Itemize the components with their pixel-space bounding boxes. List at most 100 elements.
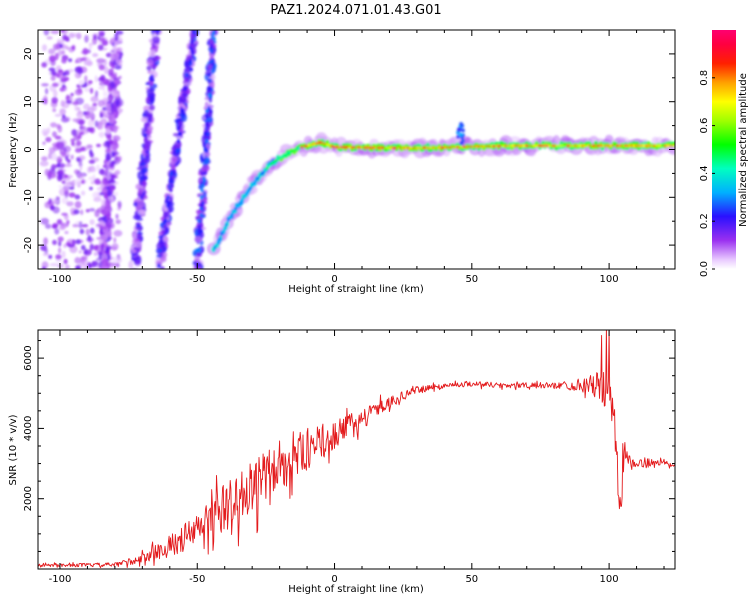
spectrogram-blob (42, 252, 49, 257)
spectrogram-blob (74, 194, 81, 200)
spectrogram-blob (75, 265, 81, 269)
spectrogram-blob (169, 176, 173, 181)
spectrogram-blob (98, 168, 105, 175)
spectrogram-blob (101, 39, 109, 46)
colorbar-tick-label: 0.0 (699, 261, 710, 277)
spectrogram-blob (50, 30, 60, 34)
spectrogram-blob (117, 155, 122, 162)
spectrogram-blob (166, 203, 170, 208)
spectrogram-blob (59, 173, 63, 181)
spectrogram-blob (159, 252, 163, 257)
spectrogram-blob (208, 93, 212, 98)
spectrogram-blob (181, 112, 185, 117)
spectrogram-blob (197, 248, 201, 253)
spectrogram-blob (42, 141, 46, 145)
spectrogram-blob (117, 202, 122, 211)
spectrogram-blob (116, 256, 122, 264)
spectrogram-blob (73, 209, 80, 215)
spectrogram-blob (98, 37, 106, 42)
spectrogram-blob (54, 113, 62, 117)
spectrogram-blob (55, 65, 62, 71)
spectrogram-blob (199, 213, 203, 218)
spectrogram-blob (58, 225, 66, 231)
spectrogram-blob (61, 196, 69, 205)
spectrogram-blob (67, 180, 75, 186)
spectrogram-blob (86, 249, 92, 256)
spectrogram-blob (149, 96, 155, 103)
spectrogram-blob (137, 193, 142, 197)
spectrogram-blob (79, 124, 84, 130)
spectrogram-blob (245, 192, 249, 195)
spectrogram-blob (145, 96, 151, 104)
spectrogram-blob (71, 45, 75, 50)
snr-series-line (38, 330, 675, 569)
spectrogram-blob (41, 62, 48, 68)
spectrogram-blob (110, 161, 117, 165)
spectrogram-blob (172, 171, 176, 176)
spectrogram-blob (208, 108, 212, 113)
spectrogram-blob (66, 100, 72, 104)
spectrogram-blob (103, 268, 106, 269)
spectrogram-blob (251, 182, 256, 186)
spectrogram-blob (71, 141, 75, 146)
spectrogram-blob (206, 126, 210, 131)
spectrogram-blob (58, 240, 62, 247)
spectrogram-blob (51, 97, 58, 104)
spectrogram-blob (115, 59, 123, 64)
spectrogram-blob (46, 36, 53, 40)
spectrogram-blob (114, 32, 119, 42)
spectrogram-blob (60, 117, 70, 123)
spectrogram-blob (88, 159, 96, 164)
spectrogram-blob (91, 260, 99, 267)
spectrogram-blob (192, 30, 197, 35)
spectrogram-blob (84, 35, 89, 43)
spectrogram-blob (205, 114, 209, 120)
spectrogram-blob (96, 186, 104, 191)
spectrogram-blob (49, 55, 56, 63)
spectrogram-blob (70, 33, 80, 38)
spectrogram-blob (64, 36, 70, 42)
spectrogram-blob (203, 135, 210, 141)
spectrogram-blob (224, 223, 228, 227)
snr-xtick-label: -100 (49, 574, 72, 585)
spectrogram-blob (57, 69, 64, 73)
colorbar-tick-label: 0.8 (699, 70, 710, 86)
spectrogram-blob (77, 110, 83, 115)
spectrogram-blob (81, 224, 89, 228)
spectrogram-blob (57, 162, 61, 168)
spectrogram-blob (242, 196, 246, 199)
spectrogram-blob (89, 208, 96, 212)
spectrogram-blob (143, 133, 147, 138)
spectrogram-blob (209, 39, 214, 45)
spectrogram-xtick-label: -50 (189, 274, 205, 285)
spectrogram-blob (221, 229, 225, 232)
spectrogram-image (39, 30, 675, 269)
spectrogram-blob (61, 50, 66, 55)
spectrogram-blob (87, 235, 92, 242)
snr-panel: -100 -50 0 50 100 2000 4000 6000 Height of stra… (8, 329, 676, 595)
spectrogram-blob (80, 190, 86, 196)
spectrogram-blob (79, 228, 85, 235)
spectrogram-blob (52, 82, 59, 88)
spectrogram-blob (80, 57, 87, 61)
spectrogram-blob (89, 219, 95, 225)
spectrogram-blob (108, 114, 116, 124)
spectrogram-blob (230, 213, 234, 216)
spectrogram-blob (204, 122, 209, 127)
spectrogram-blob (57, 159, 62, 163)
spectrogram-blob (214, 243, 219, 247)
spectrogram-blob (96, 143, 101, 148)
spectrogram-blob (77, 68, 84, 75)
spectrogram-blob (164, 229, 168, 234)
spectrogram-blob (58, 247, 62, 254)
spectrogram-blob (208, 72, 212, 78)
spectrogram-blob (112, 52, 120, 61)
spectrogram-blob (183, 93, 187, 98)
spectrogram-blob (80, 179, 86, 184)
spectrogram-blob (78, 221, 83, 229)
spectrogram-blob (56, 219, 63, 225)
spectrogram-blob (44, 98, 48, 105)
spectrogram-blob (106, 217, 114, 224)
spectrogram-blob (101, 226, 108, 230)
